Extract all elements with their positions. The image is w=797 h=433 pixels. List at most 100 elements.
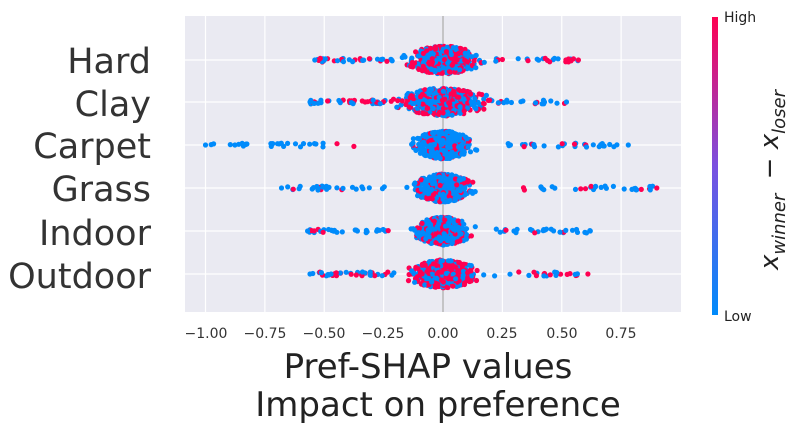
point-clay — [336, 97, 342, 104]
point-grass — [285, 184, 291, 190]
point-hard — [429, 59, 435, 66]
point-hard — [312, 57, 318, 63]
point-grass — [366, 185, 372, 191]
point-carpet — [461, 148, 467, 154]
point-grass — [425, 191, 431, 197]
point-clay — [428, 100, 434, 107]
point-outdoor — [474, 267, 480, 274]
point-carpet — [429, 150, 435, 156]
point-clay — [456, 87, 462, 93]
point-indoor — [454, 239, 460, 245]
point-grass — [593, 183, 599, 189]
point-carpet — [320, 144, 326, 150]
point-grass — [647, 183, 653, 190]
point-clay — [451, 88, 457, 94]
point-indoor — [424, 217, 430, 223]
colorbar-low-label: Low — [724, 309, 752, 325]
point-hard — [340, 59, 347, 65]
point-hard — [439, 70, 445, 76]
point-outdoor — [307, 271, 313, 277]
point-grass — [419, 186, 425, 192]
point-grass — [360, 186, 366, 192]
point-clay — [457, 110, 463, 116]
point-indoor — [418, 231, 424, 237]
point-hard — [444, 44, 450, 50]
point-hard — [366, 56, 372, 62]
point-carpet — [571, 141, 578, 147]
point-carpet — [334, 141, 340, 147]
point-carpet — [415, 135, 421, 141]
colorbar-high-label: High — [724, 10, 756, 26]
point-hard — [402, 54, 408, 60]
point-indoor — [449, 240, 455, 247]
point-indoor — [305, 228, 311, 234]
point-grass — [436, 174, 442, 180]
point-indoor — [374, 227, 380, 233]
point-grass — [539, 186, 546, 192]
feature-label-carpet: Carpet — [33, 127, 151, 167]
point-grass — [340, 185, 346, 191]
feature-label-indoor: Indoor — [39, 214, 152, 254]
point-grass — [448, 174, 454, 180]
point-hard — [471, 58, 477, 64]
point-outdoor — [445, 258, 451, 264]
point-hard — [430, 51, 436, 57]
point-carpet — [300, 141, 307, 147]
point-grass — [578, 186, 584, 192]
point-clay — [414, 105, 420, 111]
point-clay — [541, 99, 548, 105]
point-indoor — [450, 235, 456, 241]
point-outdoor — [445, 276, 452, 282]
point-clay — [495, 100, 501, 106]
point-indoor — [442, 217, 448, 223]
point-carpet — [449, 149, 455, 155]
point-outdoor — [531, 269, 537, 275]
point-outdoor — [434, 262, 440, 268]
point-carpet — [239, 140, 245, 146]
point-indoor — [380, 226, 386, 233]
point-outdoor — [460, 268, 467, 274]
point-indoor — [493, 226, 499, 232]
point-indoor — [414, 231, 420, 237]
point-hard — [481, 59, 487, 65]
point-indoor — [353, 227, 359, 233]
point-outdoor — [406, 271, 412, 278]
point-hard — [433, 46, 439, 52]
point-clay — [348, 100, 354, 106]
point-outdoor — [450, 283, 456, 289]
x-tick-label: −0.50 — [303, 326, 346, 342]
point-clay — [485, 97, 491, 103]
point-hard — [456, 50, 462, 57]
point-carpet — [559, 141, 565, 147]
point-outdoor — [417, 272, 423, 278]
point-hard — [322, 56, 328, 63]
point-hard — [457, 67, 463, 73]
point-clay — [508, 99, 514, 106]
point-clay — [420, 101, 426, 107]
point-outdoor — [433, 275, 440, 281]
point-indoor — [426, 229, 432, 235]
point-hard — [452, 69, 458, 75]
point-outdoor — [318, 270, 324, 276]
point-indoor — [540, 228, 546, 234]
point-hard — [428, 45, 434, 51]
point-carpet — [422, 142, 428, 148]
point-carpet — [420, 132, 426, 139]
point-outdoor — [452, 264, 458, 270]
point-grass — [314, 183, 320, 190]
point-clay — [457, 104, 463, 110]
point-grass — [447, 182, 453, 188]
colorbar-gradient — [712, 17, 718, 315]
point-outdoor — [469, 273, 475, 279]
feature-labels: Hard Clay Carpet Grass Indoor Outdoor — [8, 42, 151, 297]
point-carpet — [438, 141, 445, 147]
feature-label-hard: Hard — [67, 42, 151, 82]
x-axis-ticks: −1.00 −0.75 −0.50 −0.25 0.00 0.25 0.50 0… — [185, 326, 637, 342]
point-clay — [394, 104, 400, 110]
point-hard — [388, 57, 394, 63]
point-indoor — [433, 240, 439, 246]
point-carpet — [417, 150, 423, 156]
x-tick-label: 0.00 — [427, 326, 458, 342]
point-hard — [462, 57, 468, 63]
